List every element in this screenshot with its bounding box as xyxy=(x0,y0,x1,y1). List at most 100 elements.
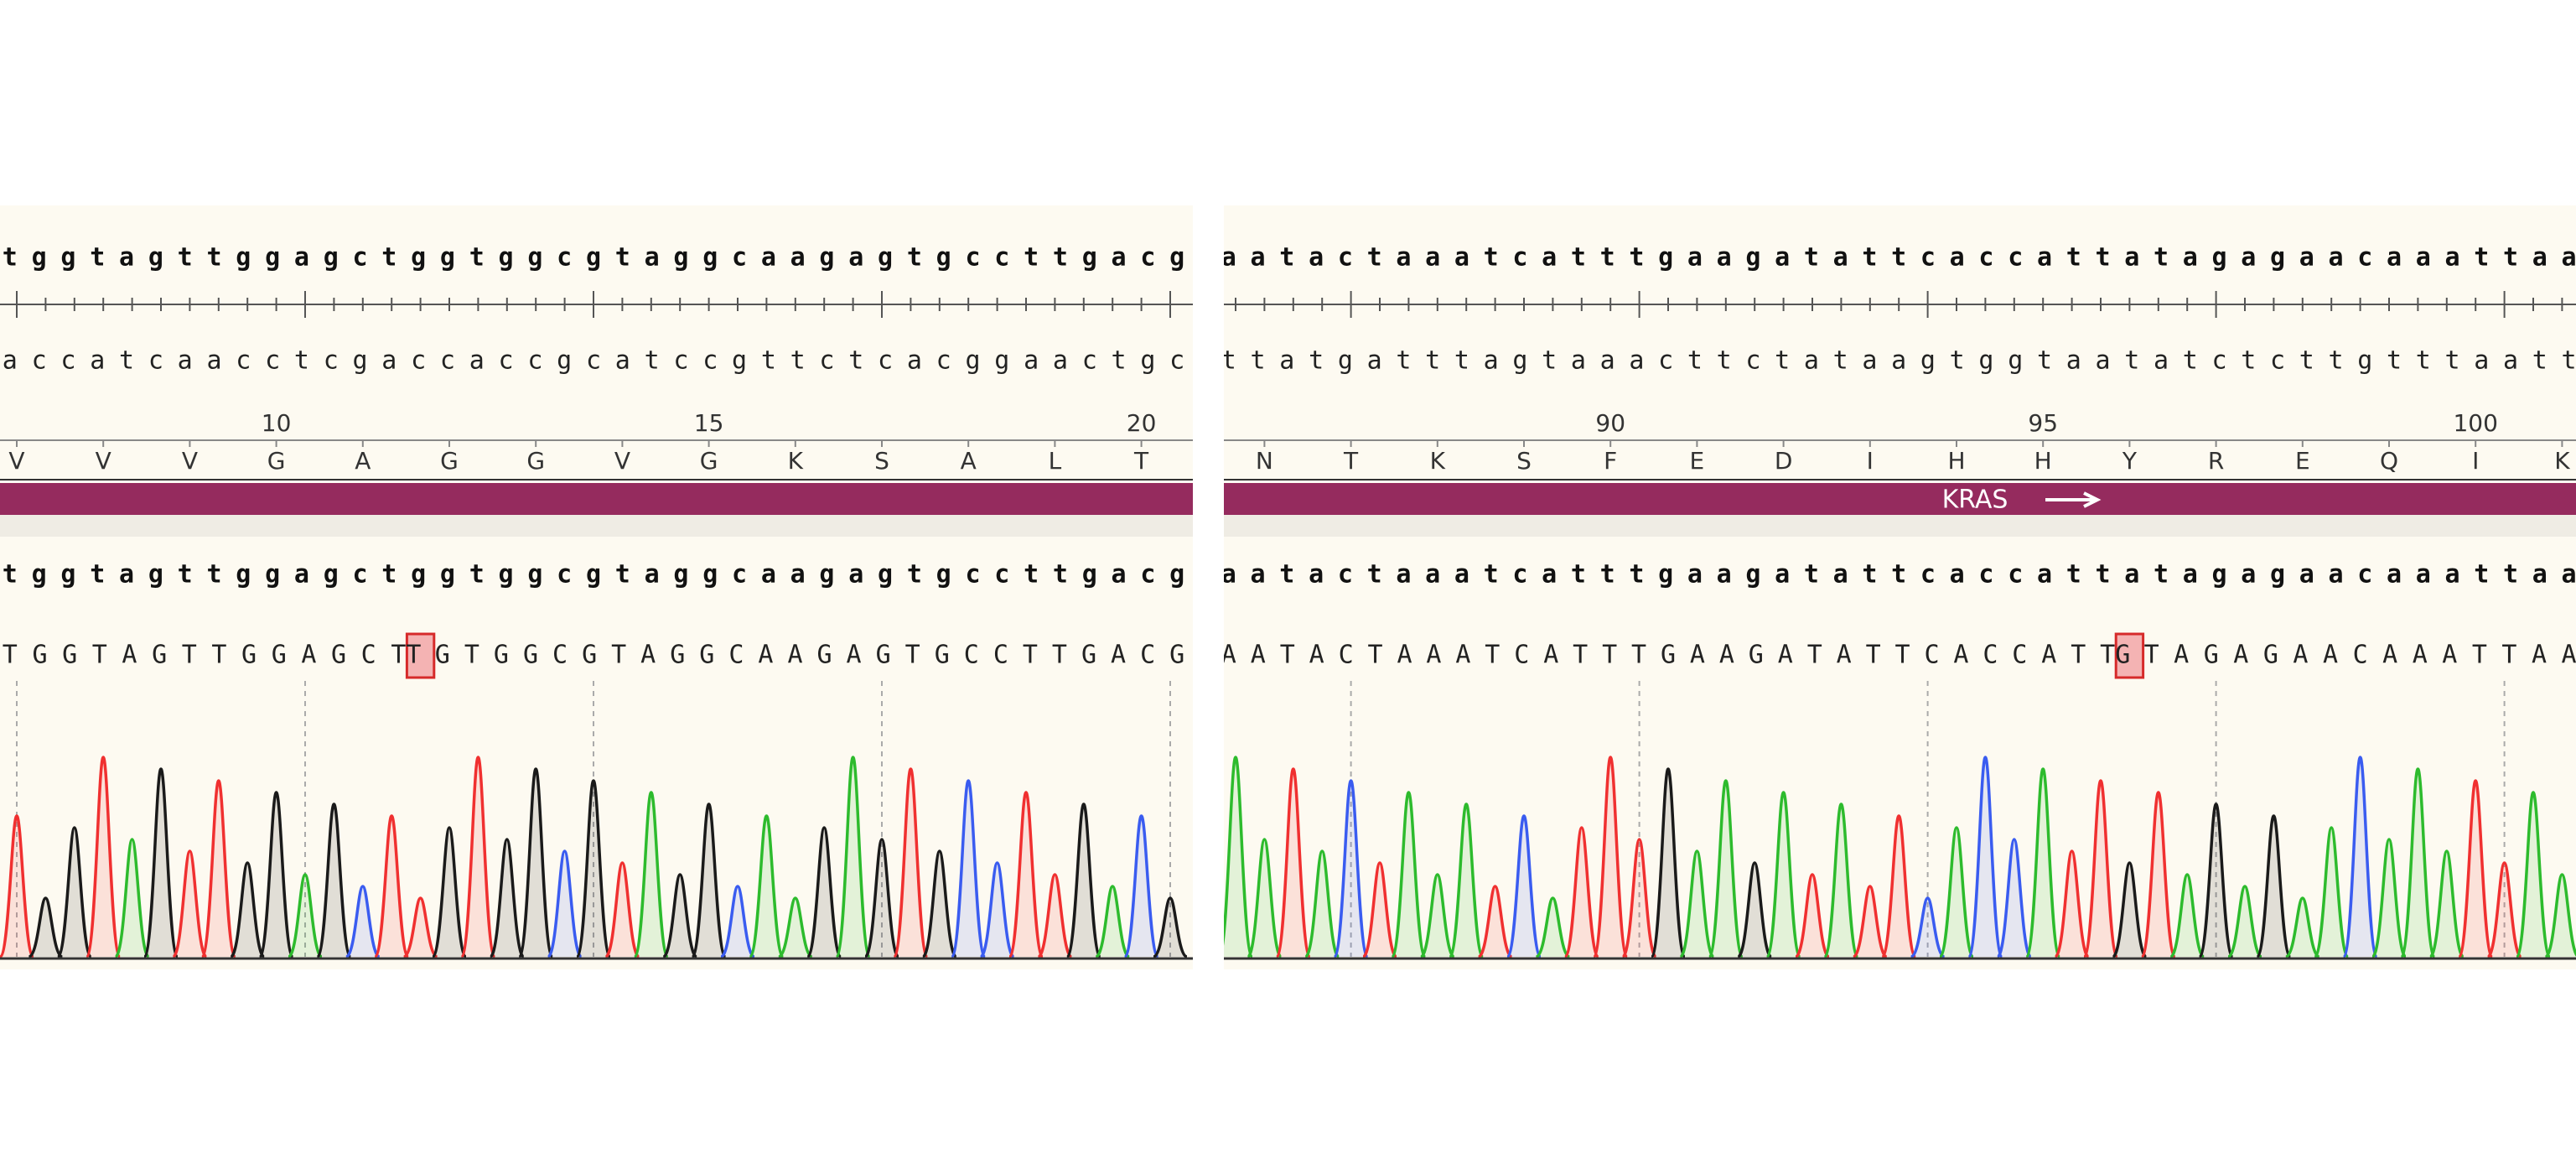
bottom-strand: accatcaacctcgaccaccgcatccgttctcacggaactg… xyxy=(3,346,1184,376)
trace-peak xyxy=(1592,756,1629,958)
trace-peak xyxy=(402,896,438,958)
trace-peak xyxy=(113,838,151,958)
trace-peak xyxy=(2082,779,2119,958)
trace-peak xyxy=(546,849,583,958)
trace-peak xyxy=(2169,873,2205,958)
trace-peak xyxy=(1910,896,1946,958)
trace-peak xyxy=(748,814,785,958)
trace-peak xyxy=(287,873,324,958)
amino-acid: I xyxy=(1867,447,1874,475)
trace-peak xyxy=(1419,873,1456,958)
trace-peak xyxy=(85,756,122,958)
amino-acid: H xyxy=(2034,447,2052,475)
trace-peak xyxy=(921,849,958,958)
trace-peak xyxy=(1477,885,1513,958)
trace-peak xyxy=(633,791,670,958)
amino-acid: S xyxy=(874,447,889,475)
trace-peak xyxy=(1794,873,1831,958)
residue-number: 10 xyxy=(262,409,292,437)
trace-peak xyxy=(2371,838,2408,958)
trace-peak xyxy=(373,814,410,958)
feature-label: KRAS xyxy=(1942,486,2008,515)
trace-peak xyxy=(1008,791,1044,958)
amino-acid: E xyxy=(2295,447,2310,475)
trace-peak xyxy=(950,779,987,958)
trace-peak xyxy=(2111,861,2148,958)
trace-peak xyxy=(2543,873,2576,958)
amino-acid: K xyxy=(1430,447,1446,475)
amino-acid: V xyxy=(8,447,24,475)
panel: aatactaaatcatttgaagatattcaccattatagagaac… xyxy=(1221,205,2576,969)
trace-peak xyxy=(1275,767,1312,958)
trace-peak xyxy=(1390,791,1428,958)
trace-peak xyxy=(345,885,381,958)
separator-band xyxy=(0,515,1193,537)
panel: tggtagttggagctggtggcgtaggcaagagtgccttgac… xyxy=(0,205,1193,969)
trace-peak xyxy=(604,861,641,958)
amino-acid: F xyxy=(1604,447,1617,475)
trace-peak xyxy=(2515,791,2552,958)
trace-peak xyxy=(863,838,900,958)
feature-arrow xyxy=(2045,491,2102,508)
trace-peak xyxy=(1246,838,1283,958)
trace-peak xyxy=(834,756,872,958)
amino-acid: V xyxy=(182,447,198,475)
trace-peak xyxy=(690,803,728,958)
top-strand: tggtagttggagctggtggcgtaggcaagagtgccttgac… xyxy=(3,243,1184,273)
trace-peak xyxy=(1678,849,1716,958)
trace-peak xyxy=(1036,873,1074,958)
trace-peak xyxy=(1996,838,2033,958)
trace-peak xyxy=(315,803,353,958)
trace-peak xyxy=(2227,885,2262,958)
trace-peak xyxy=(171,849,209,958)
trace-peak xyxy=(2024,767,2061,958)
trace-peak xyxy=(2140,791,2177,958)
trace-peak xyxy=(1967,756,2004,958)
feature-bar xyxy=(1224,483,2576,515)
variant-highlight xyxy=(2114,632,2145,679)
amino-acid: G xyxy=(526,447,545,475)
trace-peak xyxy=(2284,896,2320,958)
trace-peak xyxy=(0,814,35,958)
trace-peak xyxy=(1122,814,1160,958)
trace-peak xyxy=(229,861,266,958)
amino-acid: E xyxy=(1690,447,1705,475)
trace-peak xyxy=(431,826,468,958)
trace-peak xyxy=(575,779,612,958)
read-sequence: AATACTAAATCATTTGAAGATATTCACCATT xyxy=(1221,641,2115,670)
trace-peak xyxy=(1765,791,1802,958)
residue-number: 90 xyxy=(1595,409,1625,437)
trace-peak xyxy=(2313,826,2350,958)
trace-peak xyxy=(1708,779,1744,958)
trace-peak xyxy=(661,873,698,958)
amino-acid: I xyxy=(2472,447,2479,475)
trace-peak xyxy=(720,885,755,958)
amino-acid: S xyxy=(1516,447,1532,475)
trace-peak xyxy=(28,896,64,958)
amino-acid: V xyxy=(614,447,630,475)
amino-acid: H xyxy=(1947,447,1965,475)
amino-acid: G xyxy=(440,447,459,475)
amino-acid: T xyxy=(1133,447,1149,475)
amino-acid: K xyxy=(788,447,804,475)
trace-peak xyxy=(56,826,93,958)
read-sequence: TAGAGAACAAATTAA xyxy=(2144,641,2576,670)
amino-acid: D xyxy=(1775,447,1793,475)
residue-number: 100 xyxy=(2453,409,2497,437)
trace-peak xyxy=(1224,756,1254,958)
trace-peak xyxy=(489,838,526,958)
trace-peak xyxy=(1563,826,1600,958)
trace-peak xyxy=(517,767,554,958)
separator-band xyxy=(1224,515,2576,537)
amino-acid: L xyxy=(1049,447,1062,475)
trace-peak xyxy=(1304,849,1340,958)
amino-acid: Q xyxy=(2380,447,2398,475)
trace-peak xyxy=(1650,767,1687,958)
trace-peak xyxy=(892,767,930,958)
residue-number: 15 xyxy=(694,409,724,437)
amino-acid: V xyxy=(96,447,111,475)
trace-peak xyxy=(1938,826,1975,958)
trace-peak xyxy=(1852,885,1888,958)
trace-peak xyxy=(1620,838,1658,958)
trace-peak xyxy=(2255,814,2293,958)
